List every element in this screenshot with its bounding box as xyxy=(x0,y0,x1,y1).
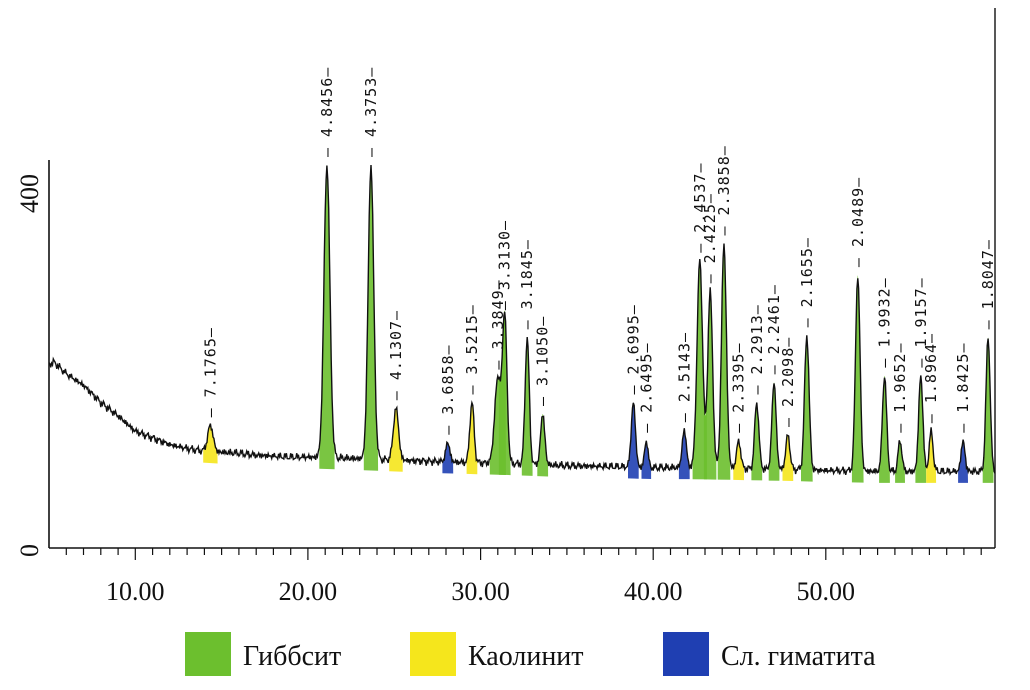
legend-label-gibbsite: Гиббсит xyxy=(243,641,341,672)
peak-fill-kaolinite xyxy=(733,440,744,481)
peak-label: — 3.5215— xyxy=(463,304,481,394)
peak-label: — 3.6858— xyxy=(439,344,457,434)
peak-label: — 4.3753— xyxy=(362,67,380,157)
peak-label: — 1.9932— xyxy=(876,277,894,367)
peak-label: — 1.9652— xyxy=(891,343,909,433)
legend-swatch-kaolinite xyxy=(410,632,456,676)
peak-label: — 2.2098— xyxy=(779,337,797,427)
x-tick-label: 30.00 xyxy=(451,577,510,606)
peak-fill-gibbsite xyxy=(915,375,927,483)
peak-label: — 1.8047— xyxy=(979,239,997,329)
peak-fill-gibbsite xyxy=(717,243,731,480)
x-tick-labels: 10.00 20.00 30.00 40.00 50.00 xyxy=(106,577,855,606)
peak-fill-kaolinite xyxy=(203,425,218,464)
peak-label: — 2.1655— xyxy=(798,237,816,327)
peak-fill-gibbsite xyxy=(879,375,890,483)
peak-label: — 3.1050— xyxy=(534,316,552,406)
peak-fill-gibbsite xyxy=(982,337,994,483)
peak-label: — 2.3858— xyxy=(715,145,733,235)
x-tick-label: 50.00 xyxy=(797,577,856,606)
peak-fill-kaolinite xyxy=(782,435,794,481)
peak-fill-gibbsite xyxy=(851,275,864,483)
x-minor-ticks xyxy=(65,548,982,560)
peak-fill-kaolinite xyxy=(466,402,478,475)
axes: 400 0 10.00 20.00 30.00 40.00 50.00 xyxy=(15,8,996,606)
phase-fill-layer xyxy=(203,165,994,483)
peak-label: — 1.8425— xyxy=(954,343,972,433)
peak-fill-hematite xyxy=(628,402,639,479)
peak-fill-gibbsite xyxy=(319,165,335,470)
peak-fill-hematite xyxy=(958,440,968,483)
peak-label: — 4.8456— xyxy=(318,67,336,157)
legend-swatch-gibbsite xyxy=(185,632,231,676)
x-tick-label: 40.00 xyxy=(624,577,683,606)
y-tick-label-400: 400 xyxy=(15,174,44,213)
peak-fill-kaolinite xyxy=(926,431,937,483)
diffraction-pattern-line xyxy=(48,164,996,477)
peak-label: — 3.3849— xyxy=(489,279,507,369)
peak-fill-gibbsite xyxy=(703,291,717,480)
peak-fill-gibbsite xyxy=(498,310,511,476)
legend-label-hematite: Сл. гиматита xyxy=(721,641,876,672)
peak-label: — 1.8964— xyxy=(922,333,940,423)
peak-fill-gibbsite xyxy=(751,402,763,481)
peak-label: — 3.3130— xyxy=(496,220,514,310)
legend-swatch-hematite xyxy=(663,632,709,676)
peak-fill-gibbsite xyxy=(521,337,533,476)
peak-fill-gibbsite xyxy=(363,165,379,471)
peak-label: — 4.1307— xyxy=(387,310,405,400)
peak-label: — 1.9157— xyxy=(912,277,930,367)
peak-fill-gibbsite xyxy=(801,335,813,482)
x-tick-label: 10.00 xyxy=(106,577,165,606)
peak-fill-hematite xyxy=(678,430,690,480)
legend-label-kaolinite: Каолинит xyxy=(468,641,584,672)
peak-label: — 2.2461— xyxy=(765,284,783,374)
peak-fill-gibbsite xyxy=(692,260,707,480)
peak-label: — 2.5143— xyxy=(675,332,693,422)
peak-label: — 2.6995— xyxy=(624,304,642,394)
peak-label: — 7.1765— xyxy=(201,327,219,417)
peak-label: — 2.4225— xyxy=(701,193,719,283)
peak-label: — 2.2913— xyxy=(748,304,766,394)
peak-label: — 2.6495— xyxy=(637,343,655,433)
peak-fill-kaolinite xyxy=(389,408,403,472)
peak-label-layer: — 7.1765— — 4.8456— — 4.3753— — 4.1307— — 3.… xyxy=(201,67,997,435)
peak-fill-gibbsite xyxy=(537,414,549,477)
y-tick-label-0: 0 xyxy=(15,544,44,557)
peak-label: — 3.1845— xyxy=(518,239,536,329)
legend: Гиббсит Каолинит Сл. гиматита xyxy=(185,632,876,676)
peak-fill-gibbsite xyxy=(768,382,780,481)
peak-fill-hematite xyxy=(442,442,454,474)
peak-fill-hematite xyxy=(641,440,652,479)
peak-fill-gibbsite xyxy=(895,440,905,483)
peak-label: — 2.3395— xyxy=(730,343,748,433)
x-tick-label: 20.00 xyxy=(279,577,338,606)
peak-label: — 2.0489— xyxy=(849,177,867,267)
peak-label: — 2.4537— xyxy=(691,163,709,253)
